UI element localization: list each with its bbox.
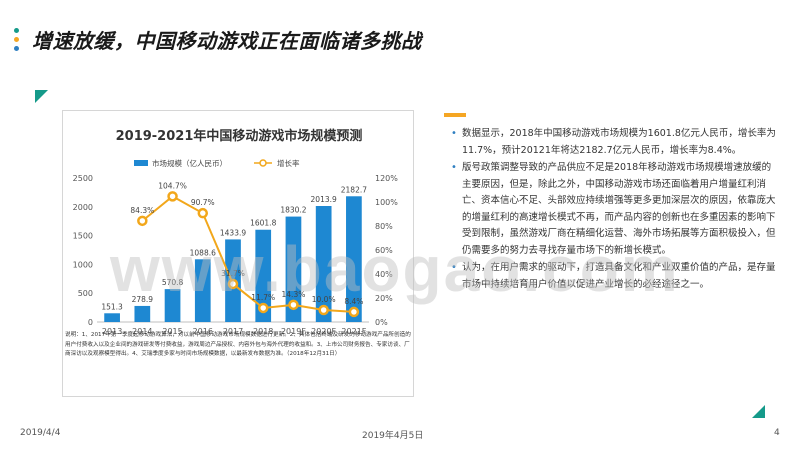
growth-rate-point <box>197 207 209 219</box>
market-size-chart: 2019-2021年中国移动游戏市场规模预测 市场规模（亿人民币） 增长率 0 5… <box>65 128 411 357</box>
bar <box>164 289 181 322</box>
growth-rate-point <box>167 191 178 202</box>
footer-date-center: 2019年4月5日 <box>362 431 424 441</box>
growth-rate-point <box>288 299 299 311</box>
corner-decoration-top-left <box>35 90 48 103</box>
chart-title: 2019-2021年中国移动游戏市场规模预测 <box>116 128 363 144</box>
bar-value-label: 278.9 <box>132 295 154 304</box>
growth-rate-label: 31.7% <box>221 269 245 278</box>
page-title: 增速放缓，中国移动游戏正在面临诸多挑战 <box>32 29 422 53</box>
chart-legend: 市场规模（亿人民币） 增长率 <box>134 158 300 168</box>
analysis-paragraph: 版号政策调整导致的产品供应不足是2018年移动游戏市场规模增速放缓的主要原因，但… <box>450 160 780 259</box>
corner-decoration-bottom-right <box>752 405 765 418</box>
bar <box>285 216 302 322</box>
x-tick-label: 2014 <box>132 327 152 336</box>
bar-value-label: 1433.9 <box>220 228 246 237</box>
bar <box>104 313 120 322</box>
chart-note: 说明：1、2017年第一季度起移动游戏算法，对以前中国移动游戏市场规模数据进行更… <box>65 332 411 357</box>
growth-rate-point <box>348 306 360 318</box>
legend-bar-swatch <box>134 160 148 166</box>
bar-value-label: 2182.7 <box>341 185 367 194</box>
growth-rate-label: 14.3% <box>282 290 306 299</box>
chart-frame: 2019-2021年中国移动游戏市场规模预测 市场规模（亿人民币） 增长率 0 5… <box>62 110 414 397</box>
y-left-tick-label: 500 <box>78 289 93 298</box>
y-left-tick-label: 1500 <box>73 232 93 241</box>
y-right-tick-label: 20% <box>375 294 393 303</box>
growth-rate-label: 10.0% <box>312 295 336 304</box>
growth-rate-label: 84.3% <box>130 206 154 215</box>
x-tick-label: 2019F <box>281 327 306 336</box>
page-number: 4 <box>774 428 780 438</box>
growth-rate-label: 104.7% <box>158 181 187 190</box>
x-tick-label: 2017 <box>223 327 243 336</box>
y-right-tick-label: 100% <box>375 198 398 207</box>
y-right-tick-label: 0% <box>375 318 388 327</box>
growth-rate-point <box>137 215 148 227</box>
bar <box>194 259 211 322</box>
bar-value-label: 570.8 <box>162 278 184 287</box>
bar-value-label: 1830.2 <box>280 206 306 215</box>
y-right-tick-label: 80% <box>375 222 393 231</box>
x-tick-label: 2015 <box>162 327 182 336</box>
bar-value-label: 1601.8 <box>250 219 276 228</box>
analysis-paragraph: 认为，在用户需求的驱动下，打造具备文化和产业双重价值的产品，是存量市场中持续培育… <box>450 260 780 293</box>
bar-value-label: 1088.6 <box>190 248 216 257</box>
plot-area: 0 500 1000 1500 2000 2500 0% 20% 40% 60% 80% 100% 12… <box>73 174 399 336</box>
y-right-tick-label: 120% <box>375 174 398 183</box>
growth-rate-point <box>257 302 269 314</box>
x-tick-label: 2016 <box>193 327 213 336</box>
legend-bar-label: 市场规模（亿人民币） <box>152 158 227 168</box>
y-right-tick-label: 40% <box>375 270 393 279</box>
bar <box>315 205 332 322</box>
footer-date-left: 2019/4/4 <box>20 428 61 438</box>
bar-value-label: 151.3 <box>101 302 123 311</box>
orange-accent-bar <box>444 113 466 117</box>
growth-rate-label: 11.7% <box>251 293 275 302</box>
legend-line-label: 增长率 <box>277 158 300 168</box>
bar <box>255 229 272 322</box>
growth-rate-label: 90.7% <box>191 198 215 207</box>
y-left-tick-label: 0 <box>88 318 93 327</box>
y-left-tick-label: 2500 <box>73 174 93 183</box>
growth-rate-label: 8.4% <box>344 297 363 306</box>
bar <box>346 196 362 322</box>
x-tick-label: 2013 <box>102 327 122 336</box>
x-tick-label: 2018 <box>253 327 273 336</box>
y-right-tick-label: 60% <box>375 246 393 255</box>
title-decoration <box>14 28 22 54</box>
growth-rate-point <box>318 304 329 316</box>
analysis-paragraph: 数据显示，2018年中国移动游戏市场规模为1601.8亿元人民币，增长率为11.… <box>450 126 780 159</box>
bar <box>134 305 151 322</box>
legend-line-marker <box>259 159 267 167</box>
growth-rate-point <box>227 278 239 290</box>
bar-value-label: 2013.9 <box>311 195 337 204</box>
x-tick-label: 2020F <box>311 327 336 336</box>
analysis-text: 数据显示，2018年中国移动游戏市场规模为1601.8亿元人民币，增长率为11.… <box>450 126 780 294</box>
y-left-tick-label: 2000 <box>73 203 93 212</box>
y-left-tick-label: 1000 <box>73 260 93 269</box>
x-tick-label: 2021F <box>341 327 366 336</box>
